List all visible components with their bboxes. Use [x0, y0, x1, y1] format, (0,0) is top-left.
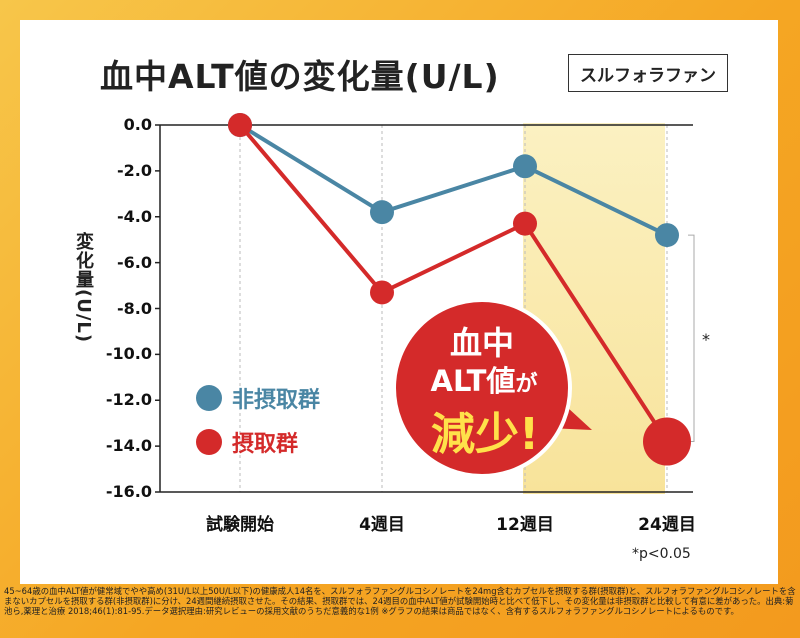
- x-tick-label: 4週目: [359, 515, 405, 535]
- data-point: [643, 417, 691, 466]
- significance-mark: *: [702, 330, 710, 349]
- chart-title: 血中ALT値の変化量(U/L): [100, 57, 500, 96]
- ingredient-tag: スルフォラファン: [568, 54, 728, 92]
- x-tick-label: 12週目: [496, 515, 554, 535]
- legend-non-intake-label: 非摂取群: [232, 388, 321, 413]
- series-line-1: [238, 123, 669, 443]
- y-tick-label: 0.0: [123, 115, 152, 134]
- legend-blue-marker: [196, 385, 222, 411]
- significance-bracket: [688, 234, 695, 443]
- y-tick-label: -2.0: [117, 160, 152, 180]
- x-tick-label: 試験開始: [206, 515, 274, 535]
- bubble-alt: ALT値: [430, 364, 516, 398]
- data-point: [655, 223, 679, 248]
- y-tick-label: -12.0: [105, 390, 152, 410]
- footnote: 45~64歳の血中ALT値が健常域でやや高め(31U/L以上50U/L以下)の健…: [4, 586, 796, 616]
- legend-intake-label: 摂取群: [232, 432, 299, 457]
- data-point: [228, 113, 252, 137]
- legend-red-marker: [196, 429, 222, 455]
- data-point: [513, 154, 537, 179]
- bubble-line1: 血中: [449, 324, 514, 362]
- y-tick-label: -8.0: [117, 298, 152, 318]
- data-point: [370, 280, 394, 305]
- bubble-ga: が: [515, 372, 538, 397]
- y-tick-label: -16.0: [105, 482, 152, 501]
- data-point: [513, 211, 537, 236]
- data-point: [370, 200, 394, 225]
- bubble-line2: ALT値が: [404, 358, 564, 400]
- y-axis-label: 変化量(U/L): [73, 232, 94, 344]
- speech-bubble: [392, 298, 572, 478]
- bubble-decrease: 減少!: [430, 409, 540, 460]
- y-tick-label: -4.0: [117, 206, 152, 226]
- legend-non-intake: 非摂取群: [196, 382, 320, 414]
- p-value-note: *p<0.05: [632, 546, 691, 562]
- y-tick-label: -6.0: [117, 252, 152, 272]
- legend-intake: 摂取群: [196, 426, 298, 458]
- y-tick-label: -10.0: [105, 344, 152, 364]
- series-line-0: [238, 123, 668, 237]
- y-tick-label: -14.0: [105, 436, 152, 456]
- x-tick-label: 24週目: [638, 515, 696, 535]
